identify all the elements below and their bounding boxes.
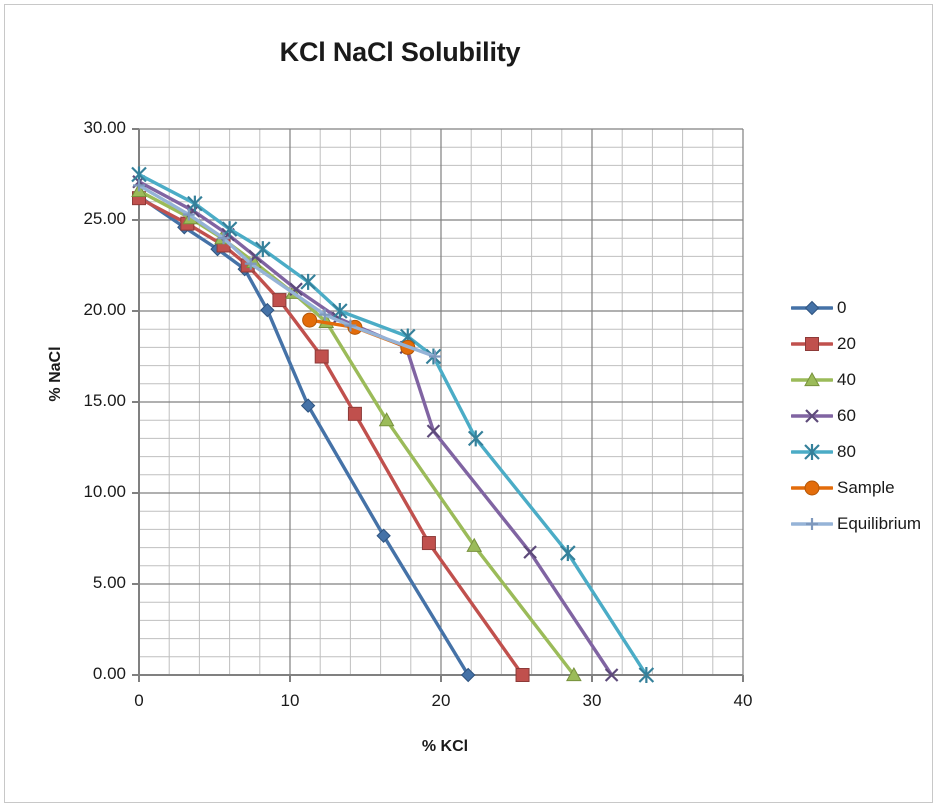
x-tick-label: 40: [733, 691, 753, 710]
marker-square: [421, 536, 436, 551]
marker-circle: [302, 312, 318, 328]
y-tick-label: 0.00: [92, 664, 126, 683]
major-gridlines: [138, 128, 744, 676]
legend-item-20[interactable]: 20: [790, 326, 937, 362]
legend-key-graphic: [790, 300, 834, 316]
y-tick-label: 10.00: [83, 482, 126, 501]
legend-swatch-diamond-icon: [790, 297, 834, 319]
series-0: [131, 189, 476, 683]
series-20: [132, 191, 530, 682]
chart-frame: KCl NaCl Solubility % NaCl % KCl 0.00 5.0…: [4, 4, 933, 803]
marker-diamond: [376, 528, 391, 543]
legend-item-equilibrium[interactable]: Equilibrium: [790, 506, 937, 542]
marker-x: [426, 424, 441, 438]
legend-item-0[interactable]: 0: [790, 290, 937, 326]
legend-swatch-asterisk-icon: [790, 441, 834, 463]
x-axis-title: % KCl: [421, 738, 469, 755]
legend-label: 40: [837, 370, 856, 389]
y-tick-label: 20.00: [83, 300, 126, 319]
legend-key-graphic: [790, 518, 834, 530]
series-line: [137, 180, 614, 677]
legend-item-60[interactable]: 60: [790, 398, 937, 434]
marker-diamond: [300, 398, 316, 413]
series-equilibrium: [133, 179, 441, 363]
legend-swatch-plus-icon: [790, 513, 834, 535]
series-line: [137, 194, 470, 677]
legend-key-graphic: [790, 409, 834, 423]
legend-label: 20: [837, 334, 856, 353]
marker-x: [523, 545, 537, 559]
marker-triangle: [804, 371, 820, 387]
legend-key-graphic: [790, 480, 834, 496]
plot-area: [131, 128, 744, 683]
legend-item-80[interactable]: 80: [790, 434, 937, 470]
legend-key-graphic: [790, 337, 834, 351]
marker-square: [314, 349, 329, 364]
marker-triangle: [566, 666, 582, 682]
marker-triangle: [378, 412, 395, 427]
legend-swatch-square-icon: [790, 333, 834, 355]
legend-key-graphic: [790, 371, 834, 387]
marker-square: [515, 668, 530, 682]
marker-diamond: [804, 300, 820, 316]
marker-triangle: [466, 537, 483, 552]
y-tick-label: 30.00: [83, 118, 126, 137]
legend-item-40[interactable]: 40: [790, 362, 937, 398]
series-line: [137, 196, 525, 677]
legend-swatch-circle-icon: [790, 477, 834, 499]
x-tick-label: 30: [582, 691, 602, 710]
y-axis-title: % NaCl: [47, 346, 64, 402]
marker-circle: [804, 480, 820, 496]
x-tick-label: 0: [134, 691, 144, 710]
legend-swatch-triangle-icon: [790, 369, 834, 391]
series-80: [131, 166, 655, 683]
x-tick-label: 10: [280, 691, 300, 710]
legend-label: 60: [837, 406, 856, 425]
axes: [132, 128, 744, 682]
chart-title: KCl NaCl Solubility: [279, 37, 521, 67]
x-tick-label: 20: [431, 691, 451, 710]
legend-label: 80: [837, 442, 856, 461]
marker-diamond: [260, 302, 275, 318]
legend-key-graphic: [790, 444, 834, 460]
marker-x: [604, 668, 619, 682]
marker-square: [805, 337, 819, 351]
marker-x: [805, 409, 819, 423]
series-60: [132, 175, 619, 682]
legend-label: 0: [837, 298, 847, 317]
legend-swatch-x-icon: [790, 405, 834, 427]
y-tick-label: 15.00: [83, 391, 126, 410]
marker-square: [347, 406, 362, 421]
marker-square: [272, 293, 287, 308]
legend-item-sample[interactable]: Sample: [790, 470, 937, 506]
y-tick-label: 25.00: [83, 209, 126, 228]
legend-label: Sample: [837, 478, 895, 497]
legend-label: Equilibrium: [837, 514, 922, 533]
y-tick-label: 5.00: [92, 573, 126, 592]
chart-legend: 0 20 40 60 80 Sample Equilibrium: [790, 290, 937, 542]
marker-diamond: [460, 667, 476, 683]
